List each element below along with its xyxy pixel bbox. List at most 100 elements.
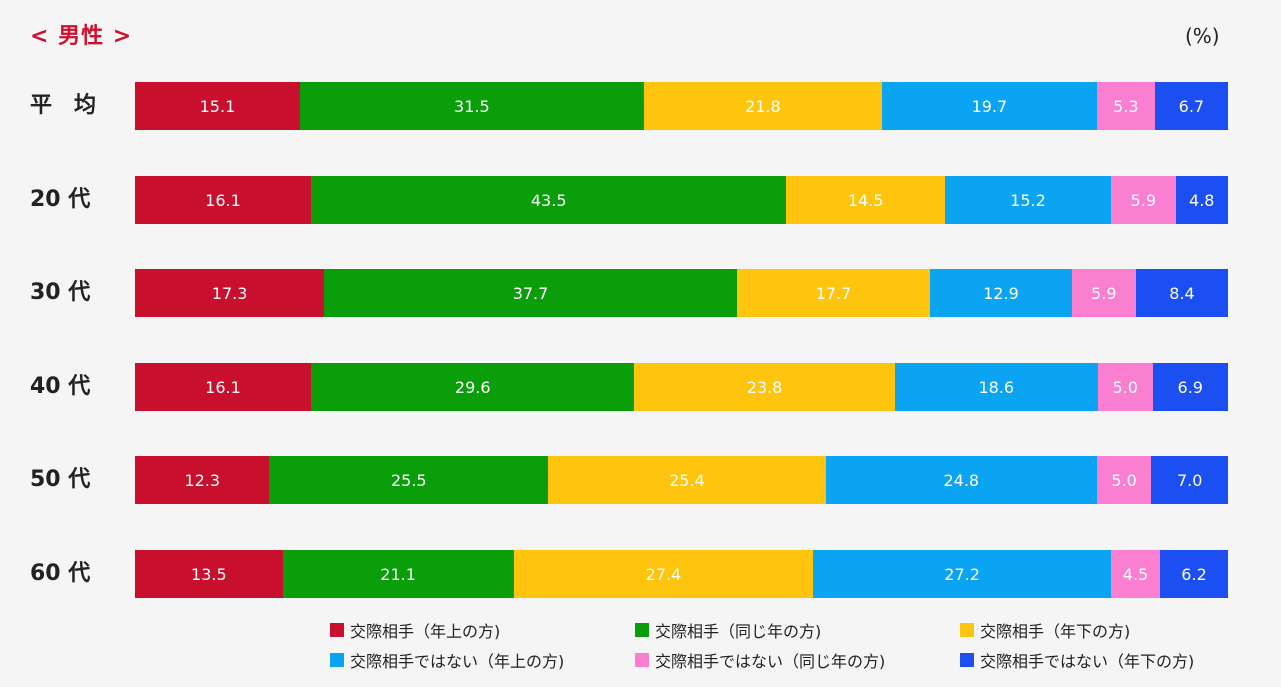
bar-row: 16.1 43.5 14.5 15.2 5.9 4.8 [135, 176, 1228, 224]
legend-swatch [330, 653, 344, 667]
data-label: 18.6 [978, 377, 1015, 397]
data-label: 12.9 [983, 283, 1019, 303]
data-label: 17.3 [211, 283, 248, 303]
data-label: 21.8 [745, 96, 781, 116]
bar-segment: 12.9 [930, 269, 1072, 317]
data-label: 24.8 [943, 470, 980, 490]
bar-segment: 6.2 [1160, 550, 1228, 598]
data-label: 17.7 [815, 283, 852, 303]
bar-segment: 13.5 [135, 550, 283, 598]
legend-label: 交際相手（同じ年の方) [655, 622, 822, 641]
bar-segment: 5.9 [1071, 269, 1137, 317]
data-label: 8.4 [1169, 283, 1195, 303]
data-label: 27.2 [944, 564, 980, 584]
legend-label: 交際相手（年下の方) [980, 622, 1131, 641]
bar-segment: 27.2 [813, 550, 1111, 598]
category-label: 30 代 [30, 280, 91, 305]
bar-segment: 15.1 [135, 82, 300, 130]
legend-label: 交際相手（年上の方) [350, 622, 501, 641]
data-label: 12.3 [184, 470, 221, 490]
bar-segment: 5.9 [1111, 176, 1176, 224]
bar-segment: 18.6 [894, 363, 1098, 411]
bar-row: 12.3 25.5 25.4 24.8 5.0 7.0 [135, 456, 1228, 504]
data-label: 5.9 [1130, 190, 1156, 210]
data-label: 5.0 [1112, 377, 1138, 397]
legend-swatch [960, 623, 974, 637]
data-label: 25.5 [390, 470, 427, 490]
bar-segment: 17.3 [135, 269, 325, 317]
data-label: 43.5 [530, 190, 567, 210]
bar-segment: 17.7 [736, 269, 931, 317]
bar-segment: 5.0 [1096, 456, 1152, 504]
legend-swatch [635, 653, 649, 667]
category-label: 50 代 [30, 467, 91, 492]
bar-row: 16.1 29.6 23.8 18.6 5.0 6.9 [135, 363, 1228, 411]
category-label: 40 代 [30, 374, 91, 399]
data-label: 5.9 [1091, 283, 1117, 303]
bar-segment: 37.7 [324, 269, 737, 317]
bar-segment: 24.8 [825, 456, 1097, 504]
data-label: 6.7 [1178, 96, 1205, 116]
bar-segment: 5.3 [1096, 82, 1155, 130]
bar-segment: 25.5 [269, 456, 549, 504]
legend-label: 交際相手ではない（年下の方) [980, 652, 1195, 671]
data-label: 23.8 [746, 377, 783, 397]
bar-segment: 14.5 [786, 176, 945, 224]
bar-segment: 16.1 [135, 363, 311, 411]
bar-segment: 43.5 [310, 176, 787, 224]
bar-segment: 23.8 [634, 363, 895, 411]
data-label: 5.3 [1113, 96, 1139, 116]
data-label: 6.2 [1181, 564, 1207, 584]
bar-segment: 27.4 [513, 550, 814, 598]
bar-segment: 6.7 [1154, 82, 1228, 130]
unit-label: (%) [1185, 24, 1220, 48]
data-label: 7.0 [1176, 470, 1203, 490]
data-label: 4.5 [1122, 564, 1149, 584]
category-label: 平 均 [30, 93, 97, 118]
legend-swatch [330, 623, 344, 637]
legend-label: 交際相手ではない（年上の方) [350, 652, 565, 671]
data-label: 27.4 [645, 564, 682, 584]
category-label: 20 代 [30, 187, 91, 212]
data-label: 16.1 [205, 377, 241, 397]
bar-segment: 19.7 [881, 82, 1097, 130]
bar-row: 15.1 31.5 21.8 19.7 5.3 6.7 [135, 82, 1228, 130]
bar-segment: 29.6 [310, 363, 635, 411]
data-label: 13.5 [191, 564, 227, 584]
category-label: 60 代 [30, 561, 91, 586]
chart-title: < 男性 > [30, 24, 133, 49]
bar-segment: 16.1 [135, 176, 311, 224]
legend-item: 交際相手ではない（年上の方) [330, 648, 635, 672]
data-label: 21.1 [380, 564, 416, 584]
legend-item: 交際相手（同じ年の方) [635, 618, 960, 642]
bar-row: 13.5 21.1 27.4 27.2 4.5 6.2 [135, 550, 1228, 598]
legend-label: 交際相手ではない（同じ年の方) [655, 652, 886, 671]
bar-segment: 12.3 [135, 456, 270, 504]
bar-segment: 21.8 [643, 82, 882, 130]
data-label: 37.7 [512, 283, 549, 303]
data-label: 15.1 [199, 96, 236, 116]
legend-swatch [635, 623, 649, 637]
data-label: 6.9 [1177, 377, 1203, 397]
data-label: 25.4 [669, 470, 705, 490]
bar-row: 17.3 37.7 17.7 12.9 5.9 8.4 [135, 269, 1228, 317]
data-label: 29.6 [454, 377, 491, 397]
data-label: 14.5 [847, 190, 884, 210]
data-label: 31.5 [454, 96, 490, 116]
legend-item: 交際相手（年下の方) [960, 618, 1250, 642]
bar-segment: 25.4 [548, 456, 826, 504]
bar-segment: 15.2 [944, 176, 1112, 224]
data-label: 4.8 [1189, 190, 1215, 210]
data-label: 16.1 [205, 190, 241, 210]
legend-item: 交際相手ではない（年下の方) [960, 648, 1250, 672]
data-label: 5.0 [1111, 470, 1137, 490]
data-label: 19.7 [971, 96, 1008, 116]
bar-segment: 5.0 [1097, 363, 1153, 411]
bar-segment: 6.9 [1152, 363, 1228, 411]
legend-item: 交際相手ではない（同じ年の方) [635, 648, 960, 672]
legend: 交際相手（年上の方) 交際相手（同じ年の方) 交際相手（年下の方) 交際相手ではない（… [330, 618, 1250, 672]
legend-swatch [960, 653, 974, 667]
bar-segment: 4.5 [1110, 550, 1161, 598]
bar-segment: 4.8 [1175, 176, 1228, 224]
